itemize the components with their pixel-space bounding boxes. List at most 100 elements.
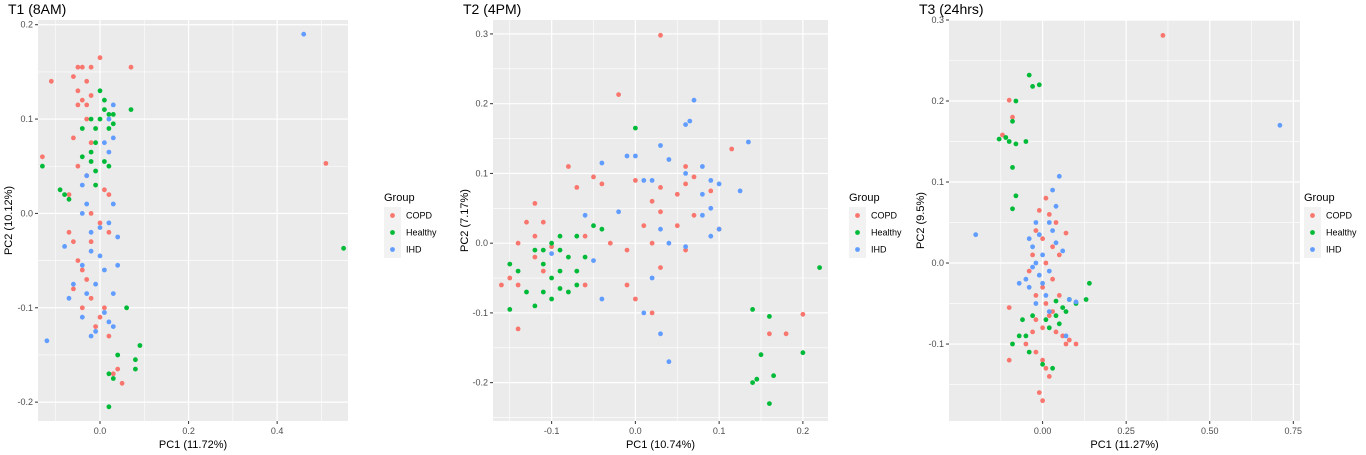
legend-label-ihd: IHD — [406, 245, 422, 255]
data-point-copd — [1000, 132, 1005, 138]
data-point-copd — [48, 78, 54, 84]
data-point-copd — [1030, 252, 1035, 258]
data-point-copd — [1040, 236, 1045, 242]
data-point-ihd — [93, 281, 98, 287]
x-tick-label: 0.1 — [713, 426, 726, 436]
data-point-ihd — [1023, 276, 1029, 282]
y-tick-label: 0.0 — [475, 238, 488, 248]
data-point-ihd — [683, 122, 688, 127]
data-point-copd — [658, 265, 663, 270]
data-point-ihd — [624, 153, 630, 159]
data-point-copd — [84, 102, 90, 108]
data-point-copd — [1046, 374, 1052, 379]
data-point-ihd — [1030, 264, 1035, 270]
data-point-ihd — [1277, 122, 1283, 128]
data-point-healthy — [750, 307, 755, 312]
data-point-healthy — [574, 233, 580, 239]
data-point-copd — [1053, 220, 1059, 225]
y-axis-title: PC2 (10.12%) — [3, 186, 15, 255]
data-point-copd — [88, 140, 94, 146]
data-point-healthy — [133, 357, 138, 363]
data-point-healthy — [93, 182, 98, 188]
data-point-ihd — [582, 212, 588, 218]
data-point-healthy — [102, 159, 107, 164]
data-point-copd — [633, 178, 638, 183]
data-point-copd — [1043, 365, 1049, 371]
data-point-ihd — [716, 226, 722, 232]
data-point-copd — [97, 220, 103, 226]
y-tick-label: 0.1 — [475, 168, 488, 178]
legend-key-ihd — [855, 247, 860, 252]
data-point-copd — [102, 305, 107, 311]
data-point-ihd — [708, 178, 714, 183]
data-point-copd — [532, 233, 538, 239]
data-point-ihd — [1063, 333, 1069, 339]
data-point-copd — [1006, 357, 1012, 363]
data-point-copd — [71, 135, 76, 141]
data-point-ihd — [102, 140, 107, 146]
data-point-ihd — [97, 253, 103, 259]
data-point-ihd — [102, 267, 107, 273]
data-point-healthy — [1056, 321, 1062, 327]
data-point-ihd — [1046, 220, 1052, 225]
y-tick-label: -0.1 — [472, 308, 488, 318]
x-axis-title: PC1 (11.72%) — [159, 439, 227, 451]
data-point-healthy — [599, 226, 605, 232]
data-point-copd — [641, 223, 647, 229]
data-point-ihd — [633, 153, 638, 159]
y-tick-label: -0.2 — [472, 378, 488, 388]
data-point-copd — [1063, 341, 1069, 347]
data-point-healthy — [106, 126, 112, 131]
data-point-healthy — [996, 136, 1002, 142]
legend-key-ihd — [1310, 247, 1315, 252]
data-point-healthy — [1013, 193, 1019, 199]
legend-label-healthy: Healthy — [406, 228, 437, 238]
data-point-healthy — [1023, 333, 1029, 339]
data-point-copd — [1050, 309, 1055, 314]
data-point-ihd — [1040, 280, 1045, 286]
y-tick-label: -0.1 — [17, 303, 33, 313]
data-point-copd — [574, 185, 580, 190]
legend-title: Group — [1304, 192, 1335, 204]
data-point-healthy — [62, 192, 67, 198]
data-point-ihd — [716, 181, 722, 187]
data-point-copd — [624, 282, 630, 288]
data-point-healthy — [574, 282, 580, 288]
data-point-copd — [1046, 212, 1052, 217]
data-point-healthy — [540, 289, 546, 295]
legend-key-copd — [390, 213, 395, 218]
data-point-copd — [323, 161, 329, 166]
legend-key-copd — [1310, 213, 1315, 218]
data-point-ihd — [1056, 173, 1062, 179]
data-point-healthy — [524, 289, 529, 295]
data-point-copd — [658, 185, 663, 190]
x-tick-label: 0.75 — [1285, 426, 1303, 436]
data-point-copd — [658, 209, 663, 215]
data-point-healthy — [124, 305, 129, 311]
data-point-healthy — [800, 350, 806, 356]
data-point-copd — [106, 229, 112, 235]
data-point-copd — [1056, 293, 1062, 298]
data-point-healthy — [1023, 139, 1029, 144]
chart-title: T1 (8AM) — [8, 1, 66, 17]
data-point-copd — [729, 146, 735, 152]
data-point-ihd — [106, 116, 112, 122]
data-point-copd — [119, 380, 125, 386]
data-point-healthy — [1013, 98, 1019, 104]
data-point-copd — [540, 219, 546, 225]
data-point-healthy — [633, 125, 638, 131]
data-point-copd — [515, 326, 521, 332]
data-point-healthy — [574, 268, 580, 274]
data-point-copd — [79, 97, 85, 103]
data-point-ihd — [106, 319, 112, 325]
legend-label-copd: COPD — [871, 211, 898, 221]
data-point-copd — [566, 164, 571, 169]
data-point-healthy — [1053, 313, 1059, 319]
data-point-copd — [79, 305, 85, 311]
data-point-healthy — [1016, 333, 1022, 339]
legend-label-copd: COPD — [1326, 211, 1353, 221]
data-point-ihd — [746, 139, 751, 145]
data-point-copd — [499, 282, 504, 288]
legend-title: Group — [384, 192, 415, 204]
data-point-ihd — [549, 251, 554, 256]
